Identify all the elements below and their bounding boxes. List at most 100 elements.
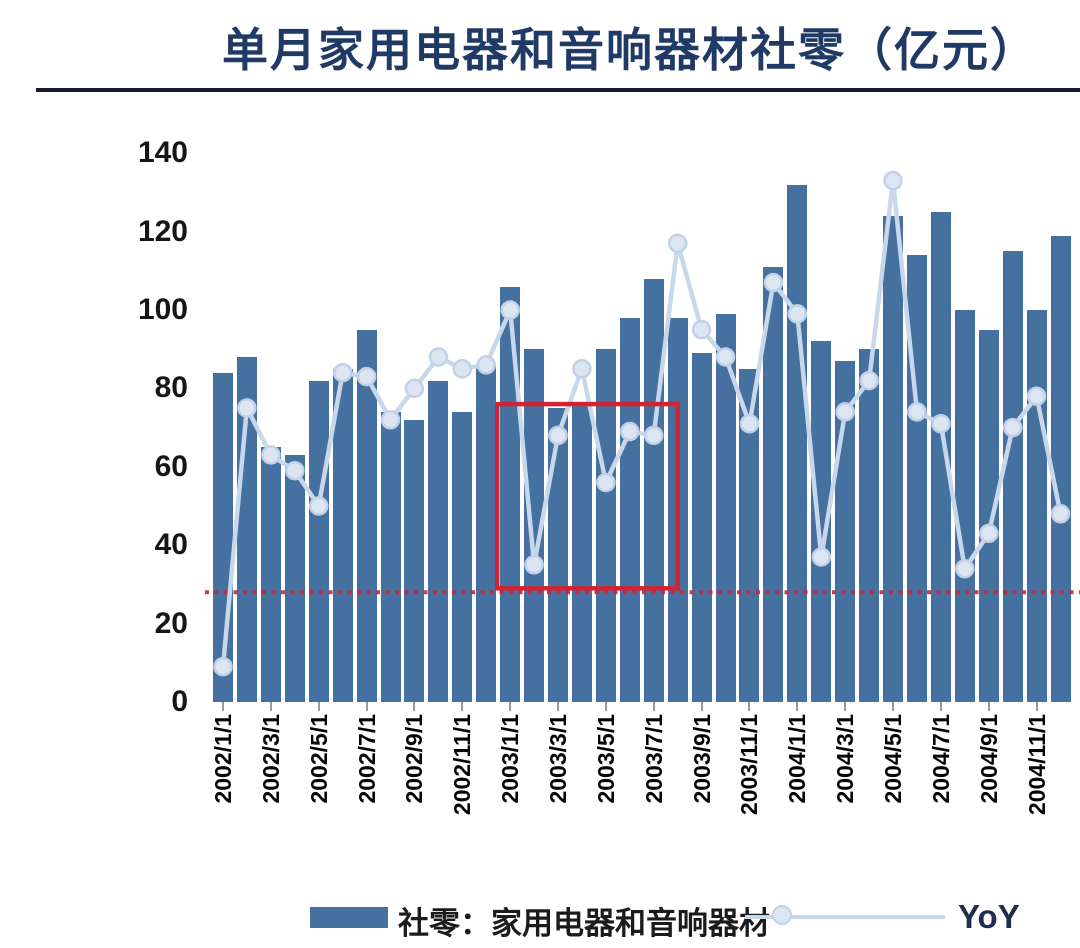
x-tick-label-2002/3/1: 2002/3/1 [257,714,284,804]
legend: 社零：家用电器和音响器材 YoY [0,896,1080,941]
bar-2002/3/1 [260,447,281,702]
bar-2004/11/1 [1026,310,1047,702]
x-tick-label-2003/3/1: 2003/3/1 [545,714,572,804]
yoy-marker-2003/1/1 [500,300,520,320]
bar-2003/3/1 [548,408,569,702]
y-tick-label-120: 120 [137,214,188,248]
legend-bar-swatch [310,907,388,928]
x-tick-label-2004/3/1: 2004/3/1 [832,714,859,804]
yoy-marker-2003/10/1 [715,347,736,367]
bar-2002/10/1 [428,380,449,702]
yoy-marker-2004/6/1 [907,402,927,422]
bar-2002/8/1 [380,411,401,702]
x-tick-label-2002/7/1: 2002/7/1 [353,714,380,804]
y-tick-label-20: 20 [154,606,188,640]
yoy-marker-2004/4/1 [859,370,879,391]
bar-2002/6/1 [332,368,353,702]
yoy-marker-2002/9/1 [404,378,425,399]
chart-title: 单月家用电器和音响器材社零（亿元） [222,25,1038,76]
x-tick-2003/9/1 [700,702,703,711]
bar-2002/4/1 [284,455,305,702]
yoy-marker-2004/8/1 [955,558,975,579]
bar-2002/9/1 [404,419,425,702]
legend-bar-label: 社零：家用电器和音响器材 [398,906,770,941]
yoy-marker-2004/1/1 [787,304,808,324]
x-tick-2002/9/1 [413,702,416,711]
yoy-marker-2004/12/1 [1050,504,1071,524]
bar-2002/11/1 [452,411,473,702]
yoy-marker-2002/5/1 [308,496,329,516]
x-tick-2003/11/1 [748,702,751,711]
bar-2002/7/1 [356,329,377,702]
x-tick-2003/1/1 [509,702,512,711]
chart-container: 单月家用电器和音响器材社零（亿元） 140 120 100 80 60 40 20 0 200… [36,25,1080,816]
x-tick-2004/5/1 [892,702,895,711]
plot-area [205,140,1080,702]
x-tick-label-2004/7/1: 2004/7/1 [927,714,954,804]
yoy-marker-2003/5/1 [596,472,616,493]
yoy-marker-2003/8/1 [667,233,688,254]
x-tick-2003/3/1 [557,702,560,711]
bar-2002/12/1 [476,364,497,702]
yoy-marker-2004/5/1 [883,170,903,191]
yoy-marker-2004/3/1 [835,402,855,422]
bar-2003/1/1 [500,286,521,702]
red-highlight-box [494,401,680,591]
yoy-marker-2004/7/1 [931,413,951,434]
y-tick-label-100: 100 [137,293,188,326]
x-tick-label-2003/7/1: 2003/7/1 [640,714,667,804]
bar-2004/2/1 [811,341,832,702]
x-tick-label-2004/5/1: 2004/5/1 [880,714,907,804]
x-tick-2004/9/1 [987,702,990,711]
legend-line-swatch [745,915,945,919]
yoy-marker-2004/10/1 [1002,417,1023,438]
yoy-marker-2003/7/1 [643,425,664,446]
yoy-marker-2002/8/1 [380,410,401,430]
bar-2004/8/1 [954,310,975,702]
x-tick-2004/11/1 [1035,702,1038,711]
yoy-marker-2002/6/1 [332,362,353,383]
bar-2004/5/1 [883,215,904,702]
x-tick-label-2002/11/1: 2002/11/1 [449,714,476,816]
bar-2003/10/1 [715,313,736,702]
yoy-marker-2003/11/1 [739,413,760,434]
bar-2003/6/1 [619,317,640,702]
x-tick-2004/7/1 [939,702,942,711]
legend-line-marker-icon [772,905,792,925]
x-tick-label-2002/9/1: 2002/9/1 [401,714,428,804]
y-tick-label-80: 80 [154,371,188,405]
yoy-marker-2002/2/1 [237,398,257,418]
bar-2004/10/1 [1002,251,1023,702]
yoy-marker-2004/2/1 [811,547,832,567]
bar-2003/11/1 [739,368,760,702]
bar-2003/4/1 [571,404,592,702]
x-tick-2002/11/1 [461,702,464,711]
yoy-marker-2003/9/1 [691,319,712,340]
x-tick-2004/1/1 [796,702,799,711]
x-tick-label-2002/1/1: 2002/1/1 [210,714,236,804]
x-tick-label-2002/5/1: 2002/5/1 [305,714,332,804]
yoy-marker-2003/3/1 [548,425,568,446]
x-tick-label-2003/11/1: 2003/11/1 [736,714,763,816]
x-tick-2003/5/1 [604,702,607,711]
yoy-marker-2002/10/1 [428,347,449,367]
bar-2003/5/1 [595,349,616,702]
x-tick-2004/3/1 [844,702,847,711]
x-tick-2003/7/1 [652,702,655,711]
bar-2004/4/1 [859,349,880,702]
bar-2004/7/1 [930,212,951,702]
x-tick-2002/3/1 [269,702,272,711]
x-tick-label-2003/9/1: 2003/9/1 [688,714,715,804]
bar-2003/9/1 [691,353,712,702]
y-tick-label-40: 40 [154,528,188,562]
x-tick-label-2004/1/1: 2004/1/1 [784,714,811,804]
x-tick-label-2004/11/1: 2004/11/1 [1023,714,1050,816]
yoy-marker-2002/1/1 [213,656,233,677]
yoy-marker-2003/4/1 [572,359,592,379]
yoy-marker-2002/7/1 [356,366,377,387]
yoy-marker-2002/3/1 [261,445,281,465]
bar-2002/5/1 [308,380,329,702]
plot-overlay [205,170,1080,677]
yoy-marker-2004/9/1 [979,523,999,544]
yoy-marker-2003/6/1 [620,421,640,442]
